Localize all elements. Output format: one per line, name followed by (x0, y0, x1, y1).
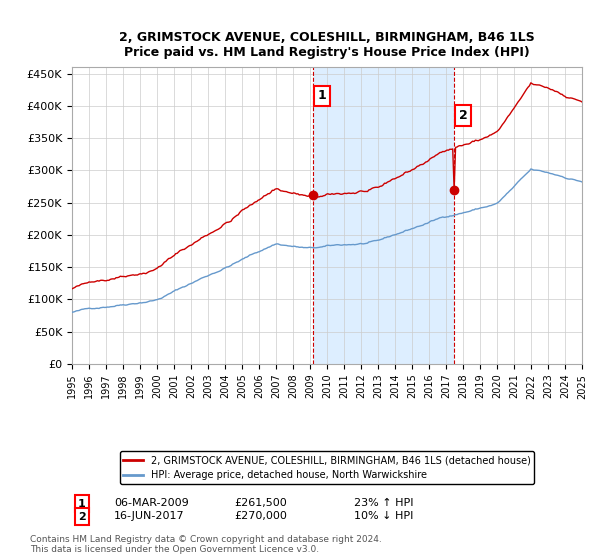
Text: 2: 2 (459, 109, 467, 122)
Text: 1: 1 (78, 499, 86, 509)
Text: 16-JUN-2017: 16-JUN-2017 (114, 511, 185, 521)
Text: 06-MAR-2009: 06-MAR-2009 (114, 498, 189, 508)
Text: 1: 1 (318, 90, 327, 102)
Text: 23% ↑ HPI: 23% ↑ HPI (354, 498, 413, 508)
Text: Contains HM Land Registry data © Crown copyright and database right 2024.
This d: Contains HM Land Registry data © Crown c… (30, 535, 382, 554)
Title: 2, GRIMSTOCK AVENUE, COLESHILL, BIRMINGHAM, B46 1LS
Price paid vs. HM Land Regis: 2, GRIMSTOCK AVENUE, COLESHILL, BIRMINGH… (119, 31, 535, 59)
Text: £261,500: £261,500 (234, 498, 287, 508)
Text: 10% ↓ HPI: 10% ↓ HPI (354, 511, 413, 521)
Text: 2: 2 (78, 512, 86, 522)
Legend: 2, GRIMSTOCK AVENUE, COLESHILL, BIRMINGHAM, B46 1LS (detached house), HPI: Avera: 2, GRIMSTOCK AVENUE, COLESHILL, BIRMINGH… (119, 451, 535, 484)
Text: £270,000: £270,000 (234, 511, 287, 521)
